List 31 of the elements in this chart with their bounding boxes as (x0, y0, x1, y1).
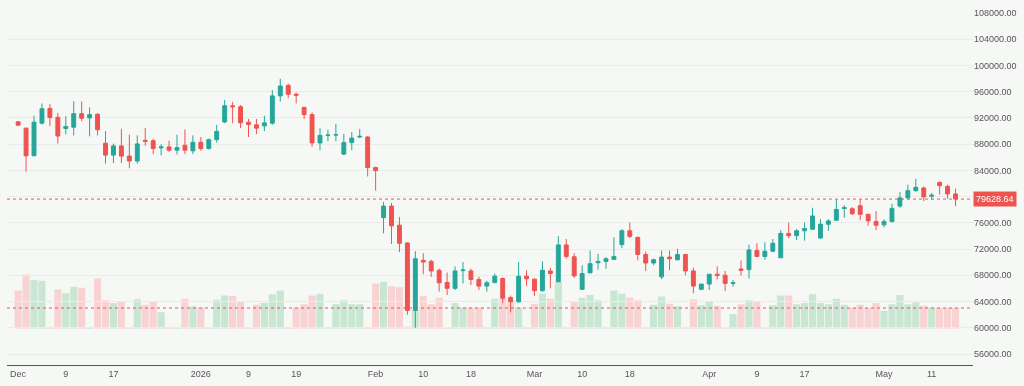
x-tick-label: 9 (754, 368, 760, 379)
x-tick-label: 17 (799, 368, 810, 379)
x-tick-label: 18 (624, 368, 635, 379)
y-tick-label: 76000.00 (974, 218, 1012, 229)
y-tick-label: 92000.00 (974, 113, 1012, 124)
x-tick-label: Apr (702, 368, 717, 379)
y-tick-label: 60000.00 (974, 322, 1012, 333)
x-tick-label: Feb (367, 368, 384, 379)
x-tick-label: 2026 (190, 368, 211, 379)
ref-line-label: 79628.64 (976, 194, 1014, 204)
x-tick-label: Dec (10, 368, 27, 379)
y-tick-label: 88000.00 (974, 139, 1012, 150)
x-tick-label: 10 (577, 368, 588, 379)
x-tick-label: 18 (465, 368, 476, 379)
y-tick-label: 96000.00 (974, 86, 1012, 97)
x-tick-label: 9 (63, 368, 69, 379)
y-tick-label: 104000.00 (974, 34, 1017, 45)
y-tick-label: 68000.00 (974, 270, 1012, 281)
y-tick-label: 56000.00 (974, 349, 1012, 360)
y-tick-label: 64000.00 (974, 296, 1012, 307)
y-tick-label: 84000.00 (974, 165, 1012, 176)
x-tick-label: 9 (245, 368, 252, 379)
x-tick-label: 11 (927, 368, 937, 379)
x-tick-label: 19 (291, 368, 302, 379)
x-tick-label: 17 (108, 368, 119, 379)
x-tick-label: May (875, 368, 894, 379)
y-tick-label: 108000.00 (974, 8, 1017, 19)
y-tick-label: 72000.00 (974, 244, 1012, 255)
y-tick-label: 100000.00 (974, 60, 1017, 71)
x-tick-label: Mar (526, 368, 543, 379)
x-tick-label: 10 (418, 368, 429, 379)
